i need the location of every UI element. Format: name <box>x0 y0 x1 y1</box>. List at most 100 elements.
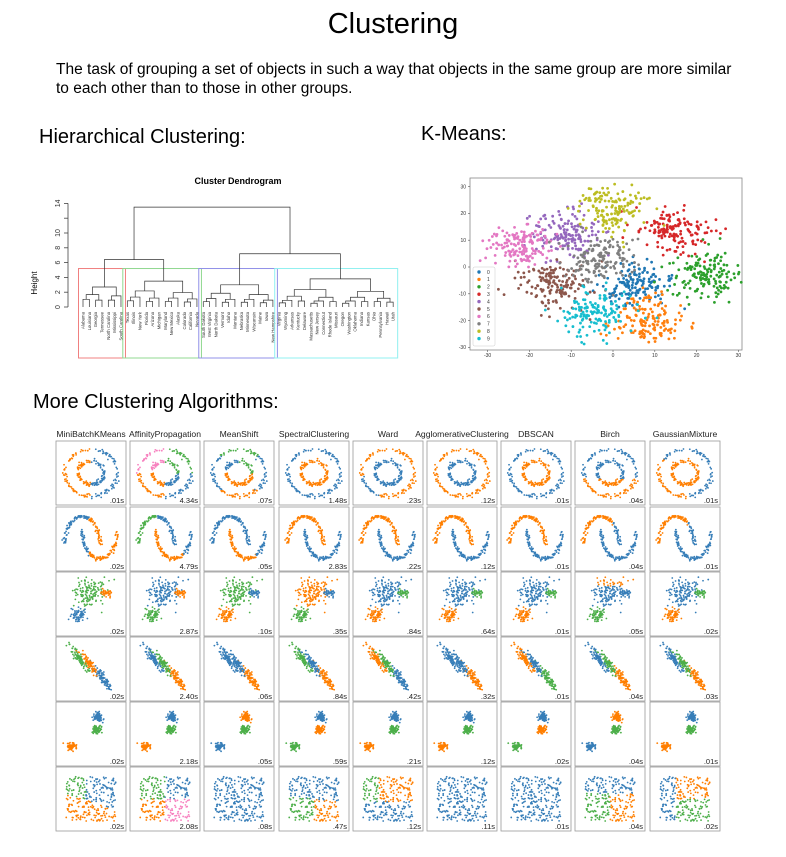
point <box>294 454 297 456</box>
point <box>116 538 119 540</box>
kmeans-point-8 <box>621 240 625 244</box>
kmeans-point-3 <box>679 232 683 236</box>
point <box>63 478 66 481</box>
point <box>386 494 388 496</box>
kmeans-point-2 <box>707 280 711 284</box>
point <box>80 465 83 468</box>
point <box>65 527 68 530</box>
point <box>321 529 324 531</box>
kmeans-point-7 <box>625 242 629 246</box>
point <box>607 461 609 464</box>
kmeans-point-0 <box>644 287 647 291</box>
kmeans-point-4 <box>539 217 543 221</box>
kmeans-point-2 <box>709 270 713 274</box>
kmeans-point-3 <box>621 236 625 239</box>
result-cell: 2.83s <box>278 506 350 572</box>
point <box>689 479 692 482</box>
kmeans-point-2 <box>707 242 711 246</box>
point <box>659 466 661 469</box>
point <box>453 480 456 483</box>
kmeans-point-8 <box>645 197 649 201</box>
point <box>511 479 514 482</box>
point <box>154 461 157 464</box>
point <box>711 471 714 474</box>
point <box>81 538 84 541</box>
point <box>156 480 159 483</box>
point <box>340 471 343 474</box>
point <box>173 463 176 466</box>
point <box>165 495 167 498</box>
point <box>175 543 178 546</box>
point <box>405 489 407 492</box>
kmeans-point-9 <box>582 342 586 346</box>
kmeans-point-1 <box>662 309 666 312</box>
result-cell: .05s <box>203 506 275 572</box>
point <box>101 474 104 477</box>
kmeans-point-7 <box>580 273 584 277</box>
point <box>155 541 158 544</box>
point <box>687 481 690 484</box>
point <box>162 485 165 488</box>
point <box>171 462 174 465</box>
kmeans-point-5 <box>543 294 547 298</box>
kmeans-point-8 <box>617 211 621 215</box>
kmeans-point-4 <box>577 224 580 228</box>
kmeans-point-8 <box>617 197 621 201</box>
dendrogram-link <box>183 301 191 307</box>
point <box>555 484 557 487</box>
kmeans-point-8 <box>613 182 617 186</box>
point <box>284 472 287 474</box>
legend-marker <box>477 314 481 319</box>
point <box>472 474 475 477</box>
kmeans-point-5 <box>565 281 568 284</box>
kmeans-point-2 <box>739 280 743 284</box>
legend-label: 3 <box>487 292 490 298</box>
point <box>215 532 218 534</box>
point <box>62 537 65 540</box>
kmeans-point-7 <box>622 265 625 269</box>
dendrogram-link <box>126 300 134 307</box>
kmeans-point-7 <box>609 266 613 269</box>
kmeans-point-3 <box>691 242 695 246</box>
point <box>633 478 636 481</box>
point <box>460 481 463 484</box>
point <box>105 556 108 559</box>
point <box>161 554 164 557</box>
point <box>488 480 491 482</box>
kmeans-point-1 <box>628 316 631 320</box>
point <box>153 475 156 478</box>
point <box>377 465 380 468</box>
point <box>507 474 510 476</box>
point <box>605 483 608 486</box>
result-cell: .07s <box>203 440 275 506</box>
point <box>224 474 227 477</box>
point <box>163 481 166 484</box>
point <box>100 492 102 495</box>
kmeans-point-6 <box>541 253 545 256</box>
point <box>306 463 309 466</box>
point <box>457 496 460 498</box>
kmeans-point-5 <box>530 285 534 289</box>
kmeans-point-3 <box>668 247 672 251</box>
kmeans-point-6 <box>517 241 520 245</box>
point <box>705 457 708 460</box>
point <box>110 549 112 552</box>
point <box>181 458 183 461</box>
legend-label: 1 <box>487 277 490 283</box>
point <box>94 492 97 495</box>
kmeans-point-2 <box>695 263 699 267</box>
kmeans-point-3 <box>661 210 665 214</box>
kmeans-point-4 <box>573 215 577 218</box>
point <box>247 465 250 467</box>
kmeans-point-4 <box>587 234 591 238</box>
point <box>477 492 479 495</box>
point <box>561 467 564 470</box>
kmeans-point-2 <box>718 274 722 278</box>
point <box>101 556 104 559</box>
point <box>83 534 86 537</box>
kmeans-point-6 <box>516 237 519 240</box>
point <box>471 492 473 495</box>
kmeans-point-5 <box>547 301 551 305</box>
point <box>561 482 563 485</box>
kmeans-point-6 <box>509 242 513 246</box>
